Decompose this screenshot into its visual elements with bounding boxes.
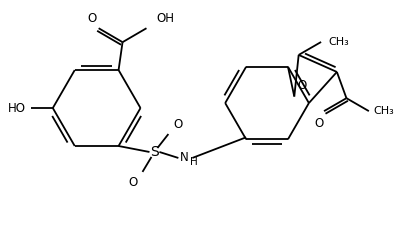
Text: O: O: [128, 176, 138, 189]
Text: O: O: [314, 117, 324, 130]
Text: H: H: [190, 157, 198, 167]
Text: S: S: [150, 145, 159, 159]
Text: CH₃: CH₃: [328, 37, 349, 47]
Text: O: O: [297, 79, 306, 92]
Text: HO: HO: [8, 101, 26, 114]
Text: CH₃: CH₃: [374, 106, 395, 116]
Text: OH: OH: [156, 12, 174, 25]
Text: N: N: [180, 152, 189, 164]
Text: O: O: [174, 118, 183, 131]
Text: O: O: [87, 12, 96, 25]
